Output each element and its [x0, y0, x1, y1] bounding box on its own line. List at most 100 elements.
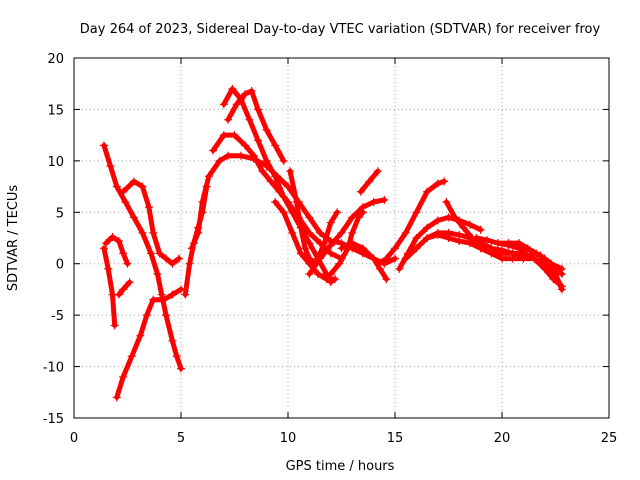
data-point-marker [498, 246, 506, 255]
data-point-marker [382, 254, 391, 263]
data-point-marker [138, 228, 147, 237]
data-point-marker [391, 244, 399, 253]
y-tick-label: -15 [43, 412, 64, 427]
series-track-5 [102, 232, 132, 268]
series-track-4 [114, 278, 134, 299]
data-point-marker [138, 182, 147, 191]
data-point-marker [433, 216, 442, 225]
data-point-marker [241, 90, 250, 98]
data-point-marker [296, 223, 305, 232]
data-point-marker [455, 230, 464, 239]
data-point-marker [365, 177, 374, 186]
y-axis-label: SDTVAR / TECUs [6, 185, 21, 292]
data-point-marker [292, 198, 301, 206]
data-point-marker [147, 249, 156, 258]
data-point-marker [159, 295, 168, 304]
data-point-marker [348, 239, 357, 248]
data-point-marker [335, 259, 344, 268]
data-point-marker [230, 131, 239, 140]
data-point-marker [326, 218, 335, 227]
data-point-marker [412, 208, 421, 217]
data-point-marker [254, 105, 263, 114]
data-point-marker [119, 249, 128, 258]
data-point-marker [412, 234, 421, 242]
data-point-marker [320, 239, 329, 248]
series-track-16 [337, 239, 391, 284]
data-point-marker [508, 249, 517, 258]
series-trace [272, 199, 338, 282]
data-point-marker [162, 254, 171, 263]
data-point-marker [358, 208, 367, 217]
data-point-marker [423, 223, 432, 232]
data-point-marker [316, 228, 325, 237]
data-point-marker [433, 228, 442, 237]
data-point-marker [271, 198, 280, 206]
data-point-marker [112, 393, 121, 402]
data-point-marker [401, 228, 410, 237]
data-point-marker [331, 275, 340, 284]
data-point-marker [305, 213, 314, 222]
series-trace [225, 88, 287, 164]
data-point-marker [333, 208, 342, 217]
data-point-marker [483, 236, 492, 245]
series-trace [221, 86, 334, 285]
data-point-marker [305, 254, 314, 263]
data-point-marker [391, 254, 399, 263]
data-point-marker [262, 156, 271, 165]
data-point-marker [258, 167, 267, 176]
series-trace [339, 240, 389, 282]
data-point-marker [142, 311, 151, 320]
series-track-18 [373, 177, 449, 268]
data-point-marker [181, 290, 190, 299]
data-point-marker [369, 254, 378, 263]
x-tick-label: 0 [70, 431, 78, 446]
x-tick-label: 25 [601, 431, 618, 446]
data-point-marker [129, 177, 138, 186]
data-point-marker [557, 264, 566, 273]
data-point-marker [174, 254, 183, 263]
data-point-marker [326, 249, 335, 258]
data-point-marker [504, 241, 513, 250]
data-point-marker [316, 254, 325, 263]
data-point-marker [557, 285, 566, 294]
data-point-marker [194, 228, 203, 237]
data-point-marker [487, 244, 496, 253]
data-point-marker [423, 187, 432, 196]
data-point-marker [136, 331, 145, 340]
data-point-marker [254, 136, 263, 145]
data-point-marker [279, 208, 288, 217]
data-point-marker [326, 241, 335, 250]
data-point-marker [127, 352, 136, 361]
data-point-marker [106, 162, 115, 170]
data-point-marker [219, 131, 228, 140]
data-point-marker [121, 198, 130, 206]
y-tick-label: 10 [47, 155, 64, 170]
data-point-marker [249, 151, 258, 160]
data-point-marker [172, 352, 181, 361]
axis-ticks: 0 5 10 15 20 25 -15 -10 -5 0 5 10 15 20 [43, 52, 618, 446]
data-point-marker [322, 275, 331, 284]
data-point-marker [373, 259, 382, 268]
data-point-marker [286, 167, 295, 176]
data-point-marker [301, 244, 310, 253]
x-tick-label: 15 [387, 431, 404, 446]
data-point-marker [376, 264, 385, 273]
data-point-marker [530, 254, 539, 263]
data-point-marker [219, 100, 228, 109]
series-trace [101, 245, 118, 328]
data-point-marker [241, 141, 250, 150]
data-point-marker [423, 234, 432, 242]
y-tick-label: 0 [56, 258, 64, 273]
data-point-marker [177, 364, 185, 373]
data-point-marker [232, 100, 241, 109]
data-point-marker [337, 244, 346, 253]
series-track-19 [395, 213, 485, 273]
data-point-marker [155, 249, 164, 258]
data-point-marker [348, 228, 357, 237]
data-point-marker [99, 141, 108, 150]
data-point-marker [305, 270, 314, 278]
data-point-marker [476, 225, 485, 234]
data-point-marker [313, 270, 322, 278]
data-point-marker [228, 84, 237, 93]
